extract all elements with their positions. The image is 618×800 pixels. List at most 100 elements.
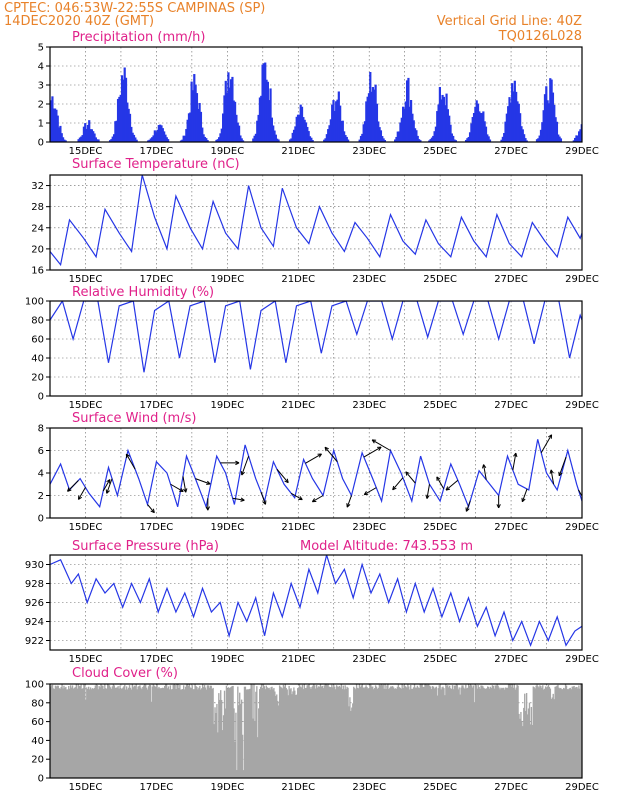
precip-bar [341, 120, 344, 142]
cloud-bar [577, 688, 579, 778]
rh-ytick-label: 100 [25, 297, 44, 308]
precip-bar [127, 108, 130, 142]
cloud-panel: Cloud Cover (%) 0 20 40 60 80 100 15DEC 17DEC 19D… [25, 666, 599, 793]
cloud-bar [475, 685, 477, 778]
precip-bar [277, 139, 280, 142]
precip-bar [345, 136, 348, 142]
precip-bar [487, 136, 490, 142]
precip-bar [535, 139, 539, 142]
pres-ytick-label: 928 [25, 579, 44, 590]
wind-xtick-label: 29DEC [565, 522, 599, 533]
cloud-bar [329, 687, 331, 778]
cloud-bar [294, 690, 296, 778]
wind-arrow-head [513, 452, 517, 457]
pres-frame [49, 554, 583, 651]
precip-xtick-label: 17DEC [140, 146, 174, 157]
rh-title: Relative Humidity (%) [72, 285, 214, 300]
cloud-bar [242, 770, 245, 778]
precip-bar [538, 135, 541, 142]
precip-bar [347, 139, 350, 142]
wind-arrow-shaft [232, 497, 245, 501]
precip-xtick-label: 27DEC [494, 146, 528, 157]
precip-bar [189, 112, 192, 142]
cloud-bar [239, 692, 241, 778]
cloud-bar [82, 688, 84, 778]
pres-xtick-label: 27DEC [494, 654, 528, 665]
cloud-bar [516, 684, 518, 778]
wind-arrow-head [550, 469, 554, 474]
cloud-bar [338, 685, 341, 778]
wind-arrow-head [371, 439, 375, 444]
cloud-bar [114, 687, 116, 778]
cloud-bar [124, 684, 126, 778]
precip-bar [507, 106, 510, 142]
cloud-bar [555, 686, 557, 778]
cloud-bar [84, 684, 86, 778]
temp-frame [49, 174, 583, 271]
precip-bar [539, 129, 543, 142]
precip-bar [124, 77, 128, 142]
cloud-bar [272, 689, 274, 778]
precip-bar [417, 139, 421, 142]
precip-bar [575, 135, 578, 142]
cloud-bar [414, 687, 417, 778]
cloud-bar [383, 688, 385, 778]
temp-xtick-label: 29DEC [565, 274, 599, 285]
precip-bar [94, 137, 97, 142]
precip-bar [482, 111, 485, 142]
precip-ytick-label: 5 [38, 43, 44, 54]
precip-bar [311, 140, 314, 142]
precip-bar [501, 136, 504, 142]
cloud-bar [184, 686, 187, 778]
cloud-xtick-label: 19DEC [210, 782, 244, 793]
precip-bar [367, 93, 371, 142]
wind-arrow-head [363, 491, 367, 495]
panels: Precipitation (mm/h) 0 1 2 3 4 5 15DEC 17DEC 19DE… [25, 30, 599, 793]
cloud-bar [502, 687, 504, 778]
cloud-bar [149, 684, 152, 778]
precip-data [50, 62, 582, 142]
precip-bar [163, 131, 166, 142]
wind-arrow-head [426, 495, 430, 499]
cloud-bar [225, 685, 228, 778]
cloud-bar [269, 689, 271, 778]
cloud-bar [85, 699, 87, 778]
precip-xtick-label: 15DEC [69, 146, 103, 157]
precip-bar [165, 137, 168, 142]
cloud-bar [188, 684, 191, 778]
precip-bar [268, 100, 271, 142]
wind-arrow-head [392, 485, 395, 490]
cloud-bar [206, 685, 209, 778]
wind-arrow-head [185, 488, 188, 493]
cloud-bar [295, 694, 297, 778]
cloud-bar [125, 689, 127, 778]
precip-xtick-label: 29DEC [565, 146, 599, 157]
cloud-bar [376, 688, 379, 778]
cloud-bar [442, 686, 444, 778]
precip-bar [467, 136, 470, 142]
precip-bar [403, 108, 406, 142]
cloud-bar [89, 687, 92, 778]
cloud-bar [90, 689, 93, 778]
cloud-bar [525, 693, 528, 778]
cloud-ytick-label: 40 [31, 736, 44, 747]
cloud-bar [348, 706, 350, 778]
cloud-bar [174, 684, 176, 778]
wind-arrow-shaft [512, 453, 517, 471]
cloud-bar [468, 685, 471, 778]
precip-bar [198, 102, 201, 142]
cloud-bar [566, 689, 569, 778]
cloud-bar [139, 685, 141, 778]
precip-bar [371, 87, 375, 142]
wind-xtick-label: 21DEC [281, 522, 315, 533]
pres-ytick-label: 922 [25, 636, 44, 647]
precip-bar [53, 108, 57, 142]
wind-arrow-shaft [392, 477, 404, 491]
cloud-bar [561, 689, 563, 778]
precip-bar [157, 125, 160, 142]
cloud-bar [411, 688, 414, 778]
cloud-bar [163, 688, 165, 778]
cloud-bar [217, 732, 219, 778]
wind-arrow-shaft [67, 480, 79, 492]
precip-bar [511, 83, 514, 142]
